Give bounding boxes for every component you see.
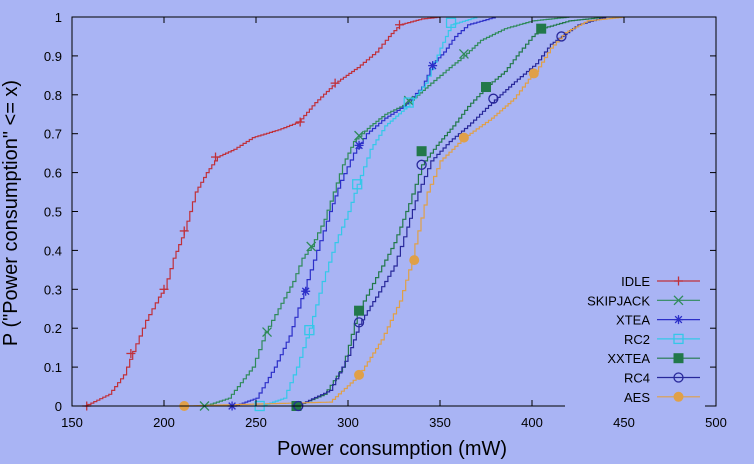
data-point-idle [295, 117, 305, 127]
data-point-xxtea [481, 82, 491, 93]
legend-marker-xxtea [673, 353, 684, 364]
data-point-xxtea [536, 23, 547, 34]
data-point-skipjack [354, 130, 364, 141]
data-point-idle [330, 78, 340, 88]
y-tick-label: 0.2 [44, 321, 62, 336]
legend: IDLE SKIPJACK XTEA RC2 XXTEA RC4 AES [587, 274, 700, 405]
data-point-idle [179, 226, 189, 236]
data-point-xxtea [416, 146, 427, 157]
axes-layer: 150 200 250 300 350 400 450 500 0 0.1 0.2 0.3 0.4 0.5… [44, 10, 727, 430]
data-point-rc2 [445, 17, 457, 28]
series-line-rc2 [261, 17, 478, 407]
data-point-rc4 [488, 93, 499, 104]
y-axis-title: P ("Power consumption" <= x) [0, 80, 22, 346]
data-point-rc4 [416, 159, 427, 170]
x-tick-label: 350 [429, 415, 451, 430]
x-tick-label: 400 [521, 415, 543, 430]
data-point-rc2 [403, 97, 414, 108]
series-line-xxtea [296, 16, 607, 407]
legend-label-aes: AES [624, 390, 650, 405]
x-tick-label: 500 [705, 415, 727, 430]
data-point-xtea [301, 286, 311, 296]
series-layer [82, 16, 625, 412]
data-point-rc2 [304, 324, 315, 336]
data-point-rc4 [353, 317, 365, 328]
y-tick-label: 1 [55, 10, 62, 25]
y-tick-label: 0.3 [44, 282, 62, 297]
x-axis-title: Power consumption (mW) [277, 438, 507, 460]
data-point-aes [354, 369, 365, 380]
y-tick-label: 0.9 [44, 49, 62, 64]
data-point-xtea [428, 61, 438, 71]
data-point-xxtea [354, 305, 365, 316]
legend-label-rc2: RC2 [624, 332, 650, 347]
legend-marker-xtea [674, 315, 683, 325]
series-line-xtea [233, 17, 496, 407]
data-point-idle [159, 284, 169, 294]
y-tick-label: 0.8 [44, 88, 62, 103]
data-point-aes [458, 132, 469, 143]
data-point-idle [126, 348, 136, 358]
legend-marker-rc2 [673, 333, 684, 345]
y-tick-label: 0.7 [44, 127, 62, 142]
x-tick-label: 200 [153, 415, 175, 430]
data-point-aes [409, 255, 420, 266]
y-tick-label: 0.4 [44, 243, 62, 258]
data-point-aes [528, 68, 539, 79]
x-tick-label: 450 [613, 415, 635, 430]
data-point-idle [211, 152, 221, 162]
legend-label-idle: IDLE [621, 274, 650, 289]
y-tick-label: 0.1 [44, 360, 62, 375]
x-tick-label: 150 [61, 415, 83, 430]
y-tick-label: 0 [55, 399, 62, 414]
legend-marker-aes [673, 391, 684, 402]
series-line-idle [84, 16, 441, 407]
legend-label-rc4: RC4 [624, 371, 650, 386]
legend-marker-idle [674, 276, 683, 286]
data-point-skipjack [458, 48, 469, 59]
data-point-skipjack [262, 327, 272, 338]
data-point-idle [395, 20, 405, 30]
legend-marker-skipjack [673, 295, 684, 306]
data-point-skipjack [306, 241, 317, 252]
data-point-rc4 [556, 31, 567, 42]
y-tick-label: 0.5 [44, 205, 62, 220]
x-tick-label: 250 [245, 415, 267, 430]
legend-label-xtea: XTEA [616, 313, 650, 328]
series-line-skipjack [204, 16, 570, 407]
legend-label-skipjack: SKIPJACK [587, 293, 650, 308]
legend-marker-rc4 [673, 372, 684, 383]
data-point-xtea [354, 140, 364, 150]
legend-label-xxtea: XXTEA [607, 351, 650, 366]
data-point-rc2 [352, 179, 363, 190]
y-tick-label: 0.6 [44, 166, 62, 181]
x-tick-label: 300 [337, 415, 359, 430]
